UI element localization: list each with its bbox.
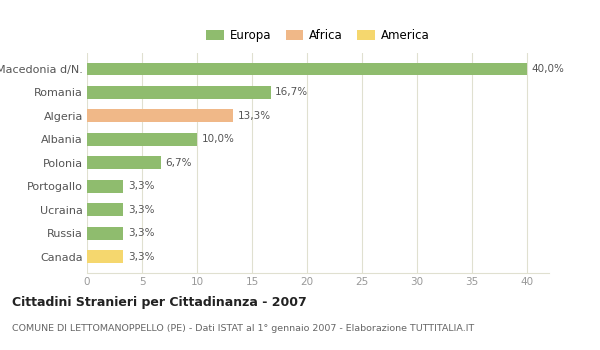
Bar: [87, 180, 124, 193]
Text: COMUNE DI LETTOMANOPPELLO (PE) - Dati ISTAT al 1° gennaio 2007 - Elaborazione TU: COMUNE DI LETTOMANOPPELLO (PE) - Dati IS…: [12, 324, 474, 333]
Text: 3,3%: 3,3%: [128, 205, 154, 215]
Bar: [87, 110, 233, 122]
Legend: Europa, Africa, America: Europa, Africa, America: [206, 29, 430, 42]
Text: 10,0%: 10,0%: [202, 134, 234, 144]
Text: Cittadini Stranieri per Cittadinanza - 2007: Cittadini Stranieri per Cittadinanza - 2…: [12, 296, 307, 309]
Text: 6,7%: 6,7%: [165, 158, 191, 168]
Text: 3,3%: 3,3%: [128, 181, 154, 191]
Bar: [87, 133, 197, 146]
Text: 13,3%: 13,3%: [238, 111, 271, 121]
Bar: [87, 86, 271, 99]
Bar: [87, 63, 527, 75]
Text: 3,3%: 3,3%: [128, 228, 154, 238]
Text: 3,3%: 3,3%: [128, 252, 154, 261]
Bar: [87, 203, 124, 216]
Text: 40,0%: 40,0%: [532, 64, 564, 74]
Bar: [87, 227, 124, 239]
Bar: [87, 156, 161, 169]
Bar: [87, 250, 124, 263]
Text: 16,7%: 16,7%: [275, 88, 308, 97]
